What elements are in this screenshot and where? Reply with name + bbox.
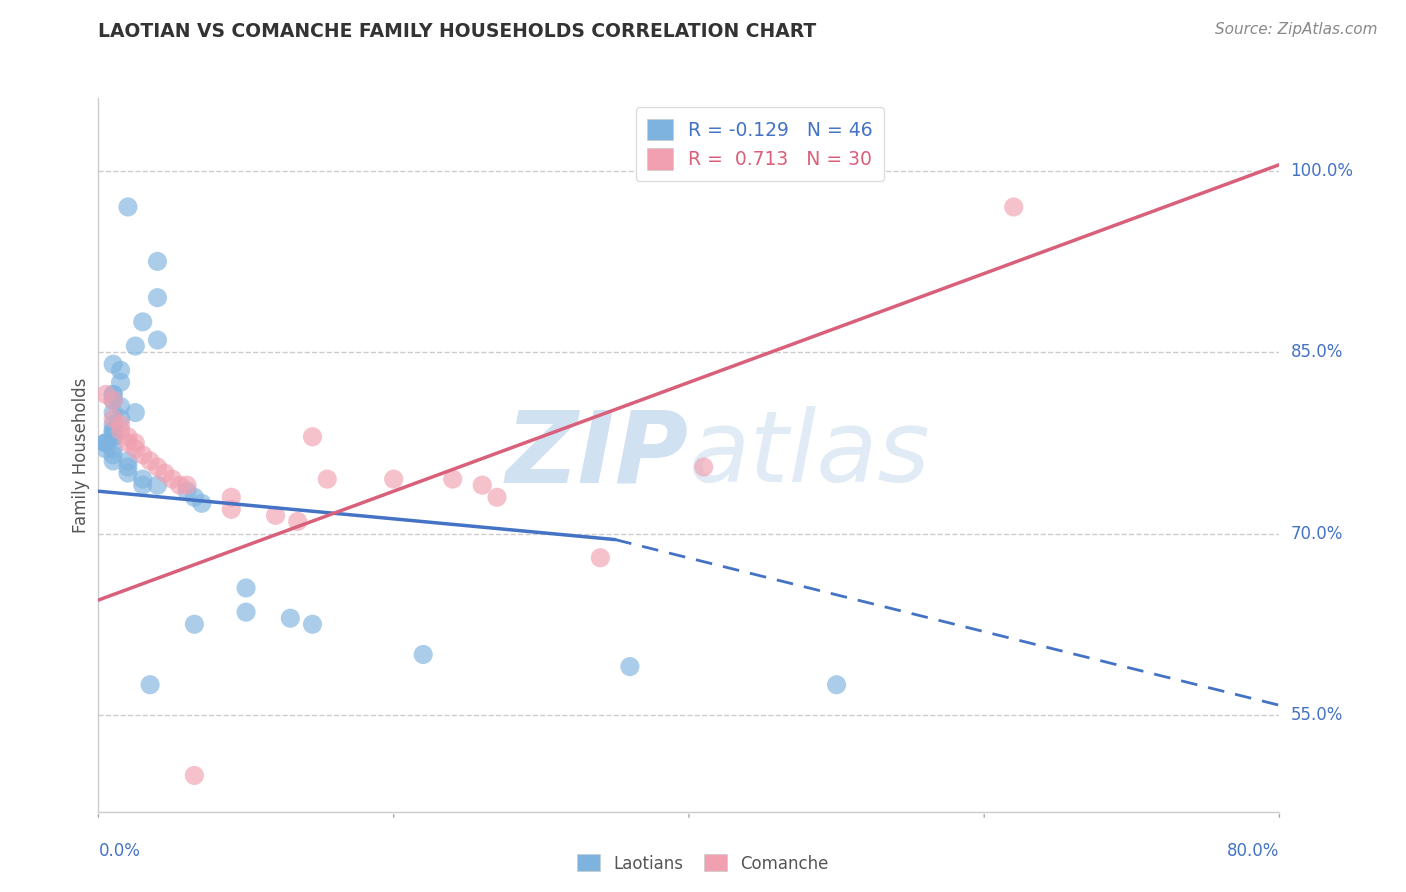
Point <box>103 430 125 444</box>
Point <box>103 448 125 462</box>
Point <box>146 254 169 268</box>
Point <box>94 435 117 450</box>
Text: Source: ZipAtlas.com: Source: ZipAtlas.com <box>1215 22 1378 37</box>
Point <box>1002 200 1025 214</box>
Text: ZIP: ZIP <box>506 407 689 503</box>
Y-axis label: Family Households: Family Households <box>72 377 90 533</box>
Point <box>287 515 309 529</box>
Point <box>441 472 464 486</box>
Point <box>110 424 132 438</box>
Point <box>183 617 205 632</box>
Point <box>103 357 125 371</box>
Point <box>124 406 146 420</box>
Point <box>103 454 125 468</box>
Point <box>117 200 139 214</box>
Point <box>183 768 205 782</box>
Point <box>176 484 198 499</box>
Point <box>94 442 117 456</box>
Point <box>146 333 169 347</box>
Point <box>825 678 848 692</box>
Point <box>486 490 509 504</box>
Point <box>278 611 302 625</box>
Point <box>110 400 132 414</box>
Legend: R = -0.129   N = 46, R =  0.713   N = 30: R = -0.129 N = 46, R = 0.713 N = 30 <box>636 108 884 181</box>
Point <box>103 406 125 420</box>
Point <box>132 448 155 462</box>
Point <box>139 678 162 692</box>
Point <box>146 460 169 475</box>
Point <box>153 466 176 480</box>
Point <box>124 442 146 456</box>
Point <box>235 605 257 619</box>
Point <box>103 417 125 432</box>
Point <box>117 466 139 480</box>
Point <box>176 478 198 492</box>
Point <box>316 472 339 486</box>
Point <box>132 472 155 486</box>
Point <box>124 339 146 353</box>
Point <box>103 387 125 401</box>
Point <box>132 315 155 329</box>
Point <box>693 460 716 475</box>
Point <box>103 442 125 456</box>
Text: 80.0%: 80.0% <box>1227 842 1279 860</box>
Point <box>301 617 323 632</box>
Point <box>103 393 125 408</box>
Text: 55.0%: 55.0% <box>1291 706 1343 724</box>
Point <box>183 490 205 504</box>
Point <box>619 659 641 673</box>
Point <box>589 550 612 565</box>
Point <box>162 472 183 486</box>
Point <box>235 581 257 595</box>
Point <box>264 508 287 523</box>
Point <box>146 291 169 305</box>
Point <box>103 411 125 425</box>
Point <box>94 387 117 401</box>
Point <box>219 490 242 504</box>
Point <box>471 478 494 492</box>
Point <box>117 430 139 444</box>
Point <box>110 363 132 377</box>
Point <box>110 376 132 390</box>
Text: 70.0%: 70.0% <box>1291 524 1343 542</box>
Point <box>110 417 132 432</box>
Point <box>191 496 214 510</box>
Point <box>103 424 125 438</box>
Point <box>139 454 162 468</box>
Point <box>412 648 434 662</box>
Point <box>219 502 242 516</box>
Point <box>94 435 117 450</box>
Text: 85.0%: 85.0% <box>1291 343 1343 361</box>
Text: 100.0%: 100.0% <box>1291 161 1354 179</box>
Point <box>117 454 139 468</box>
Point <box>103 387 125 401</box>
Point <box>124 435 146 450</box>
Point <box>382 472 405 486</box>
Point <box>132 478 155 492</box>
Legend: Laotians, Comanche: Laotians, Comanche <box>571 847 835 880</box>
Text: LAOTIAN VS COMANCHE FAMILY HOUSEHOLDS CORRELATION CHART: LAOTIAN VS COMANCHE FAMILY HOUSEHOLDS CO… <box>98 22 817 41</box>
Point <box>301 430 323 444</box>
Point <box>169 478 191 492</box>
Point <box>117 460 139 475</box>
Point <box>110 411 132 425</box>
Point <box>94 435 117 450</box>
Text: 0.0%: 0.0% <box>98 842 141 860</box>
Point <box>146 478 169 492</box>
Point <box>117 435 139 450</box>
Point <box>103 430 125 444</box>
Text: atlas: atlas <box>689 407 931 503</box>
Point <box>103 424 125 438</box>
Point <box>103 393 125 408</box>
